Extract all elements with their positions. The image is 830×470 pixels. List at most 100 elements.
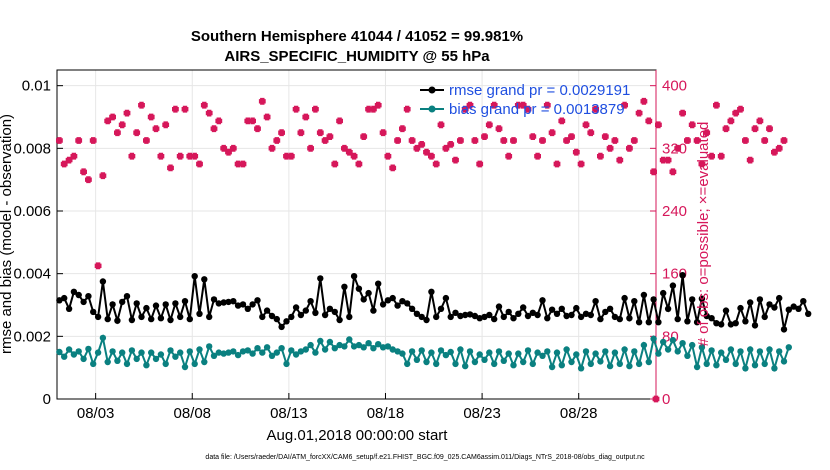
rmse-point — [109, 301, 116, 308]
obs-point — [727, 117, 735, 125]
rmse-point — [433, 313, 440, 321]
rmse-point — [505, 308, 512, 316]
obs-point — [519, 101, 527, 109]
obs-point — [708, 152, 716, 160]
obs-point — [529, 133, 537, 140]
obs-point — [399, 125, 406, 133]
rmse-point — [761, 313, 768, 321]
obs-point — [630, 137, 638, 144]
obs-point — [756, 117, 764, 125]
bias-point — [384, 343, 392, 350]
obs-point — [389, 164, 397, 172]
obs-point — [345, 148, 353, 156]
obs-point — [408, 137, 416, 144]
rmse-point — [389, 294, 396, 302]
rmse-point — [800, 298, 807, 305]
bias-point — [273, 349, 280, 356]
obs-point — [394, 137, 401, 144]
obs-point — [688, 121, 696, 129]
bias-point — [457, 346, 464, 353]
obs-point — [597, 152, 604, 160]
bias-point — [563, 346, 570, 353]
obs-point — [582, 121, 590, 129]
obs-point — [553, 160, 561, 168]
rmse-point — [703, 312, 710, 320]
rmse-point — [413, 310, 421, 317]
bias-point — [302, 346, 309, 353]
rmse-point — [288, 313, 295, 321]
obs-point — [601, 133, 609, 140]
rmse-point — [737, 304, 744, 312]
rmse-point — [548, 306, 556, 313]
obs-point — [737, 105, 744, 113]
rmse-point — [220, 299, 227, 306]
bias-point — [70, 351, 78, 358]
y-left-tick-label: 0.008 — [13, 140, 51, 157]
obs-point — [428, 152, 435, 160]
bias-point — [263, 344, 271, 351]
rmse-point — [553, 310, 561, 317]
obs-point — [457, 137, 464, 144]
rmse-point — [292, 304, 300, 311]
obs-point — [355, 160, 363, 168]
rmse-point — [790, 303, 797, 310]
bias-point — [138, 349, 145, 356]
obs-point — [606, 144, 614, 152]
x-tick-label: 08/28 — [560, 405, 598, 422]
rmse-point — [384, 297, 392, 304]
bias-point — [650, 335, 657, 342]
rmse-point — [452, 309, 459, 316]
obs-point — [679, 109, 687, 117]
obs-point — [664, 156, 672, 164]
obs-point — [655, 121, 662, 129]
rmse-point — [747, 299, 754, 306]
obs-point — [500, 137, 508, 144]
rmse-point — [602, 308, 609, 316]
obs-point — [128, 152, 136, 160]
rmse-point — [650, 296, 657, 303]
legend-rmse-label: rmse grand pr = 0.0029191 — [449, 82, 630, 99]
bias-point — [341, 343, 348, 350]
bias-point — [60, 353, 68, 360]
bias-point — [268, 352, 276, 359]
obs-point — [196, 160, 203, 168]
x-tick-label: 08/18 — [367, 405, 405, 422]
rmse-point — [268, 312, 276, 320]
bias-point — [621, 346, 628, 353]
rmse-point — [162, 301, 169, 308]
bias-point — [326, 338, 334, 346]
rmse-point — [104, 315, 111, 323]
obs-point — [215, 117, 223, 125]
bias-point — [143, 362, 150, 369]
obs-point — [505, 152, 513, 160]
rmse-point — [520, 304, 527, 311]
bias-point — [756, 348, 764, 355]
bias-point — [234, 351, 242, 359]
rmse-point — [462, 311, 469, 319]
bias-series — [56, 333, 792, 373]
obs-point — [437, 121, 445, 129]
obs-point — [490, 101, 498, 109]
bias-point — [157, 351, 165, 358]
obs-point — [176, 152, 184, 160]
bias-point — [577, 365, 585, 372]
rmse-point — [230, 298, 237, 305]
y-axis-label-left: rmse and bias (model - observation) — [0, 114, 15, 354]
rmse-point — [375, 280, 382, 287]
bias-point — [553, 349, 561, 356]
obs-point — [229, 144, 237, 152]
legend: rmse grand pr = 0.0029191 bias grand pr … — [420, 82, 630, 118]
footer-data-file: data file: /Users/raeder/DAI/ATM_forcXX/… — [205, 454, 645, 461]
bias-point — [602, 348, 609, 355]
rmse-point — [645, 319, 652, 326]
rmse-point — [302, 307, 309, 314]
bias-point — [655, 350, 662, 357]
rmse-point — [167, 316, 174, 324]
rmse-point — [698, 295, 706, 302]
obs-point — [640, 97, 648, 105]
bias-point — [466, 348, 474, 355]
obs-point — [374, 101, 382, 109]
bias-point — [389, 346, 396, 353]
bias-point — [616, 360, 623, 368]
obs-point — [263, 113, 271, 121]
